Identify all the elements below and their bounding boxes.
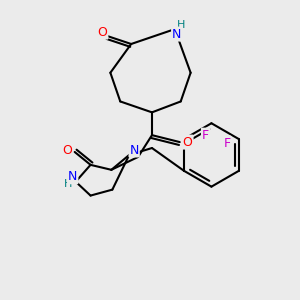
- Text: H: H: [176, 20, 185, 30]
- Text: N: N: [172, 28, 182, 40]
- Text: O: O: [62, 143, 72, 157]
- Text: O: O: [183, 136, 193, 148]
- Text: O: O: [98, 26, 107, 39]
- Text: N: N: [130, 143, 139, 157]
- Text: F: F: [202, 129, 209, 142]
- Text: H: H: [64, 179, 72, 189]
- Text: N: N: [68, 170, 77, 183]
- Text: F: F: [224, 136, 231, 150]
